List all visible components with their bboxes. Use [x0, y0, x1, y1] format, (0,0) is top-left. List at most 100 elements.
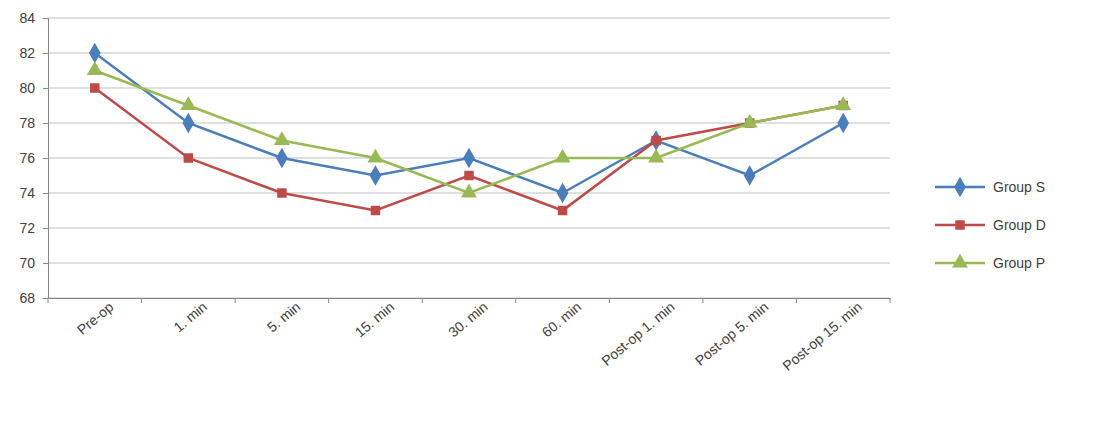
series-marker — [463, 148, 475, 168]
series-marker — [367, 149, 383, 163]
x-tick-label: Post-op 1. min — [598, 298, 677, 368]
x-divider — [328, 298, 329, 303]
y-tick: 80 — [19, 80, 48, 96]
series-marker — [557, 183, 569, 203]
y-tick-label: 78 — [19, 115, 35, 131]
x-divider — [702, 298, 703, 303]
y-tick: 76 — [19, 150, 48, 166]
y-tick-mark — [43, 263, 48, 264]
series-marker — [90, 83, 99, 92]
x-tick: 5. min — [264, 298, 303, 335]
x-tick-label: 5. min — [264, 298, 303, 335]
series-marker — [276, 148, 288, 168]
grid-line — [48, 88, 890, 89]
x-tick: 1. min — [170, 298, 209, 335]
series-marker — [650, 130, 662, 150]
y-tick: 68 — [19, 290, 48, 306]
y-axis: 68 70 72 74 76 78 80 82 84 — [19, 10, 48, 306]
series-marker — [182, 113, 194, 133]
series-marker — [370, 165, 382, 185]
y-tick-mark — [43, 228, 48, 229]
grid-line — [48, 228, 890, 229]
x-divider — [515, 298, 516, 303]
grid-line — [48, 53, 890, 54]
x-tick-label: 60. min — [539, 298, 584, 340]
y-tick-label: 74 — [19, 185, 35, 201]
x-tick: Post-op 15. min — [779, 298, 864, 374]
y-tick-mark — [43, 18, 48, 19]
series-marker — [180, 96, 196, 110]
series-marker — [464, 171, 473, 180]
x-divider — [890, 298, 891, 303]
series-line — [95, 53, 843, 193]
y-tick-mark — [43, 158, 48, 159]
x-axis-line — [49, 298, 891, 299]
series-marker — [274, 131, 290, 145]
x-tick: Pre-op — [74, 298, 117, 338]
legend-label: Group D — [993, 217, 1046, 233]
series-line — [95, 88, 843, 211]
series — [89, 43, 849, 203]
legend-marker — [952, 254, 968, 268]
series-marker — [558, 206, 567, 215]
series-marker — [648, 149, 664, 163]
series-marker — [371, 206, 380, 215]
series — [90, 83, 848, 215]
x-axis: Pre-op 1. min 5. min 15. min 30. min 60. min P… — [48, 298, 891, 374]
y-axis-line — [43, 19, 49, 299]
y-tick-label: 84 — [19, 10, 35, 26]
x-divider — [796, 298, 797, 303]
series-line — [95, 71, 843, 194]
y-tick: 70 — [19, 255, 48, 271]
y-tick-label: 72 — [19, 220, 35, 236]
y-tick: 74 — [19, 185, 48, 201]
x-tick-label: 15. min — [352, 298, 397, 340]
x-tick-label: Pre-op — [74, 298, 117, 337]
x-tick-label: 1. min — [170, 298, 209, 335]
series-marker — [89, 43, 101, 63]
x-tick-label: Post-op 15. min — [779, 298, 864, 373]
series-marker — [277, 188, 286, 197]
y-tick-label: 76 — [19, 150, 35, 166]
x-tick: 30. min — [445, 298, 490, 340]
x-tick: 15. min — [352, 298, 397, 340]
y-tick-mark — [43, 193, 48, 194]
series-marker — [744, 165, 756, 185]
series-marker — [651, 136, 660, 145]
y-tick-mark — [43, 53, 48, 54]
grid — [48, 18, 890, 298]
y-tick: 78 — [19, 115, 48, 131]
legend-marker — [954, 177, 966, 197]
x-tick: Post-op 5. min — [692, 298, 771, 369]
legend-item: Group S — [935, 177, 1045, 197]
x-divider — [609, 298, 610, 303]
x-divider — [235, 298, 236, 303]
x-divider — [422, 298, 423, 303]
y-tick: 72 — [19, 220, 48, 236]
x-tick: 60. min — [539, 298, 584, 340]
x-tick: Post-op 1. min — [598, 298, 677, 369]
y-tick-label: 80 — [19, 80, 35, 96]
series-marker — [742, 114, 758, 128]
series-marker — [555, 149, 571, 163]
y-tick-label: 82 — [19, 45, 35, 61]
y-tick-label: 70 — [19, 255, 35, 271]
legend: Group S Group D Group P — [935, 177, 1046, 271]
legend-item: Group P — [935, 254, 1045, 271]
x-divider — [48, 298, 49, 303]
series-marker — [184, 153, 193, 162]
legend-label: Group S — [993, 179, 1045, 195]
series-marker — [87, 61, 103, 75]
y-tick: 82 — [19, 45, 48, 61]
y-tick: 84 — [19, 10, 48, 26]
x-tick-label: 30. min — [445, 298, 490, 340]
series-marker — [835, 96, 851, 110]
grid-line — [48, 123, 890, 124]
series-marker — [461, 184, 477, 198]
plot-area — [87, 43, 851, 215]
grid-line — [48, 18, 890, 19]
x-dividers — [48, 298, 890, 303]
y-tick-mark — [43, 88, 48, 89]
y-tick-label: 68 — [19, 290, 35, 306]
series — [87, 61, 851, 197]
